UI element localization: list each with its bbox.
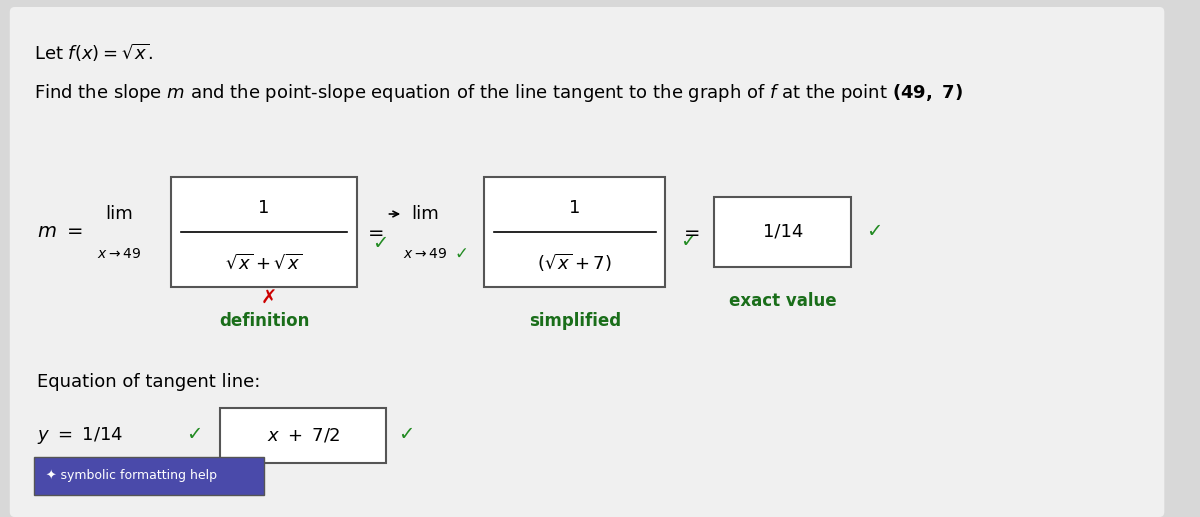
Text: $x \rightarrow 49$: $x \rightarrow 49$	[97, 247, 142, 261]
Text: definition: definition	[218, 312, 310, 330]
Text: lim: lim	[106, 205, 133, 223]
Text: Find the slope $m$ and the point-slope equation of the line tangent to the graph: Find the slope $m$ and the point-slope e…	[35, 82, 964, 104]
Text: ✓: ✓	[372, 235, 388, 253]
Text: exact value: exact value	[728, 292, 836, 310]
Text: ✓: ✓	[186, 425, 203, 445]
Text: $=$: $=$	[679, 222, 700, 241]
Text: $y\ =\ $1/14: $y\ =\ $1/14	[37, 424, 124, 446]
Text: Let $f(x) = \sqrt{x}$.: Let $f(x) = \sqrt{x}$.	[35, 42, 154, 64]
Text: $m\ =$: $m\ =$	[37, 222, 83, 241]
FancyBboxPatch shape	[220, 408, 386, 463]
Text: $=$: $=$	[364, 222, 384, 241]
Text: ✓: ✓	[455, 245, 469, 263]
FancyBboxPatch shape	[714, 197, 851, 267]
Text: 1/14: 1/14	[762, 223, 803, 241]
Text: 1: 1	[569, 199, 581, 217]
Text: ✦ symbolic formatting help: ✦ symbolic formatting help	[46, 469, 217, 482]
Text: $\sqrt{x} + \sqrt{x}$: $\sqrt{x} + \sqrt{x}$	[226, 253, 302, 272]
Text: ✓: ✓	[866, 222, 882, 241]
Text: ✓: ✓	[680, 233, 696, 251]
FancyBboxPatch shape	[35, 457, 264, 495]
FancyBboxPatch shape	[485, 177, 665, 287]
Text: ✓: ✓	[398, 425, 414, 445]
Text: 1: 1	[258, 199, 270, 217]
Text: ✗: ✗	[260, 289, 277, 308]
Text: simplified: simplified	[529, 312, 620, 330]
FancyBboxPatch shape	[10, 7, 1164, 517]
Text: $(\sqrt{x} + 7)$: $(\sqrt{x} + 7)$	[538, 252, 612, 274]
Text: $x\ +\ $7/2: $x\ +\ $7/2	[266, 427, 340, 445]
FancyBboxPatch shape	[172, 177, 358, 287]
Text: $x \rightarrow 49$: $x \rightarrow 49$	[403, 247, 448, 261]
Text: Equation of tangent line:: Equation of tangent line:	[37, 373, 260, 391]
Text: lim: lim	[412, 205, 439, 223]
